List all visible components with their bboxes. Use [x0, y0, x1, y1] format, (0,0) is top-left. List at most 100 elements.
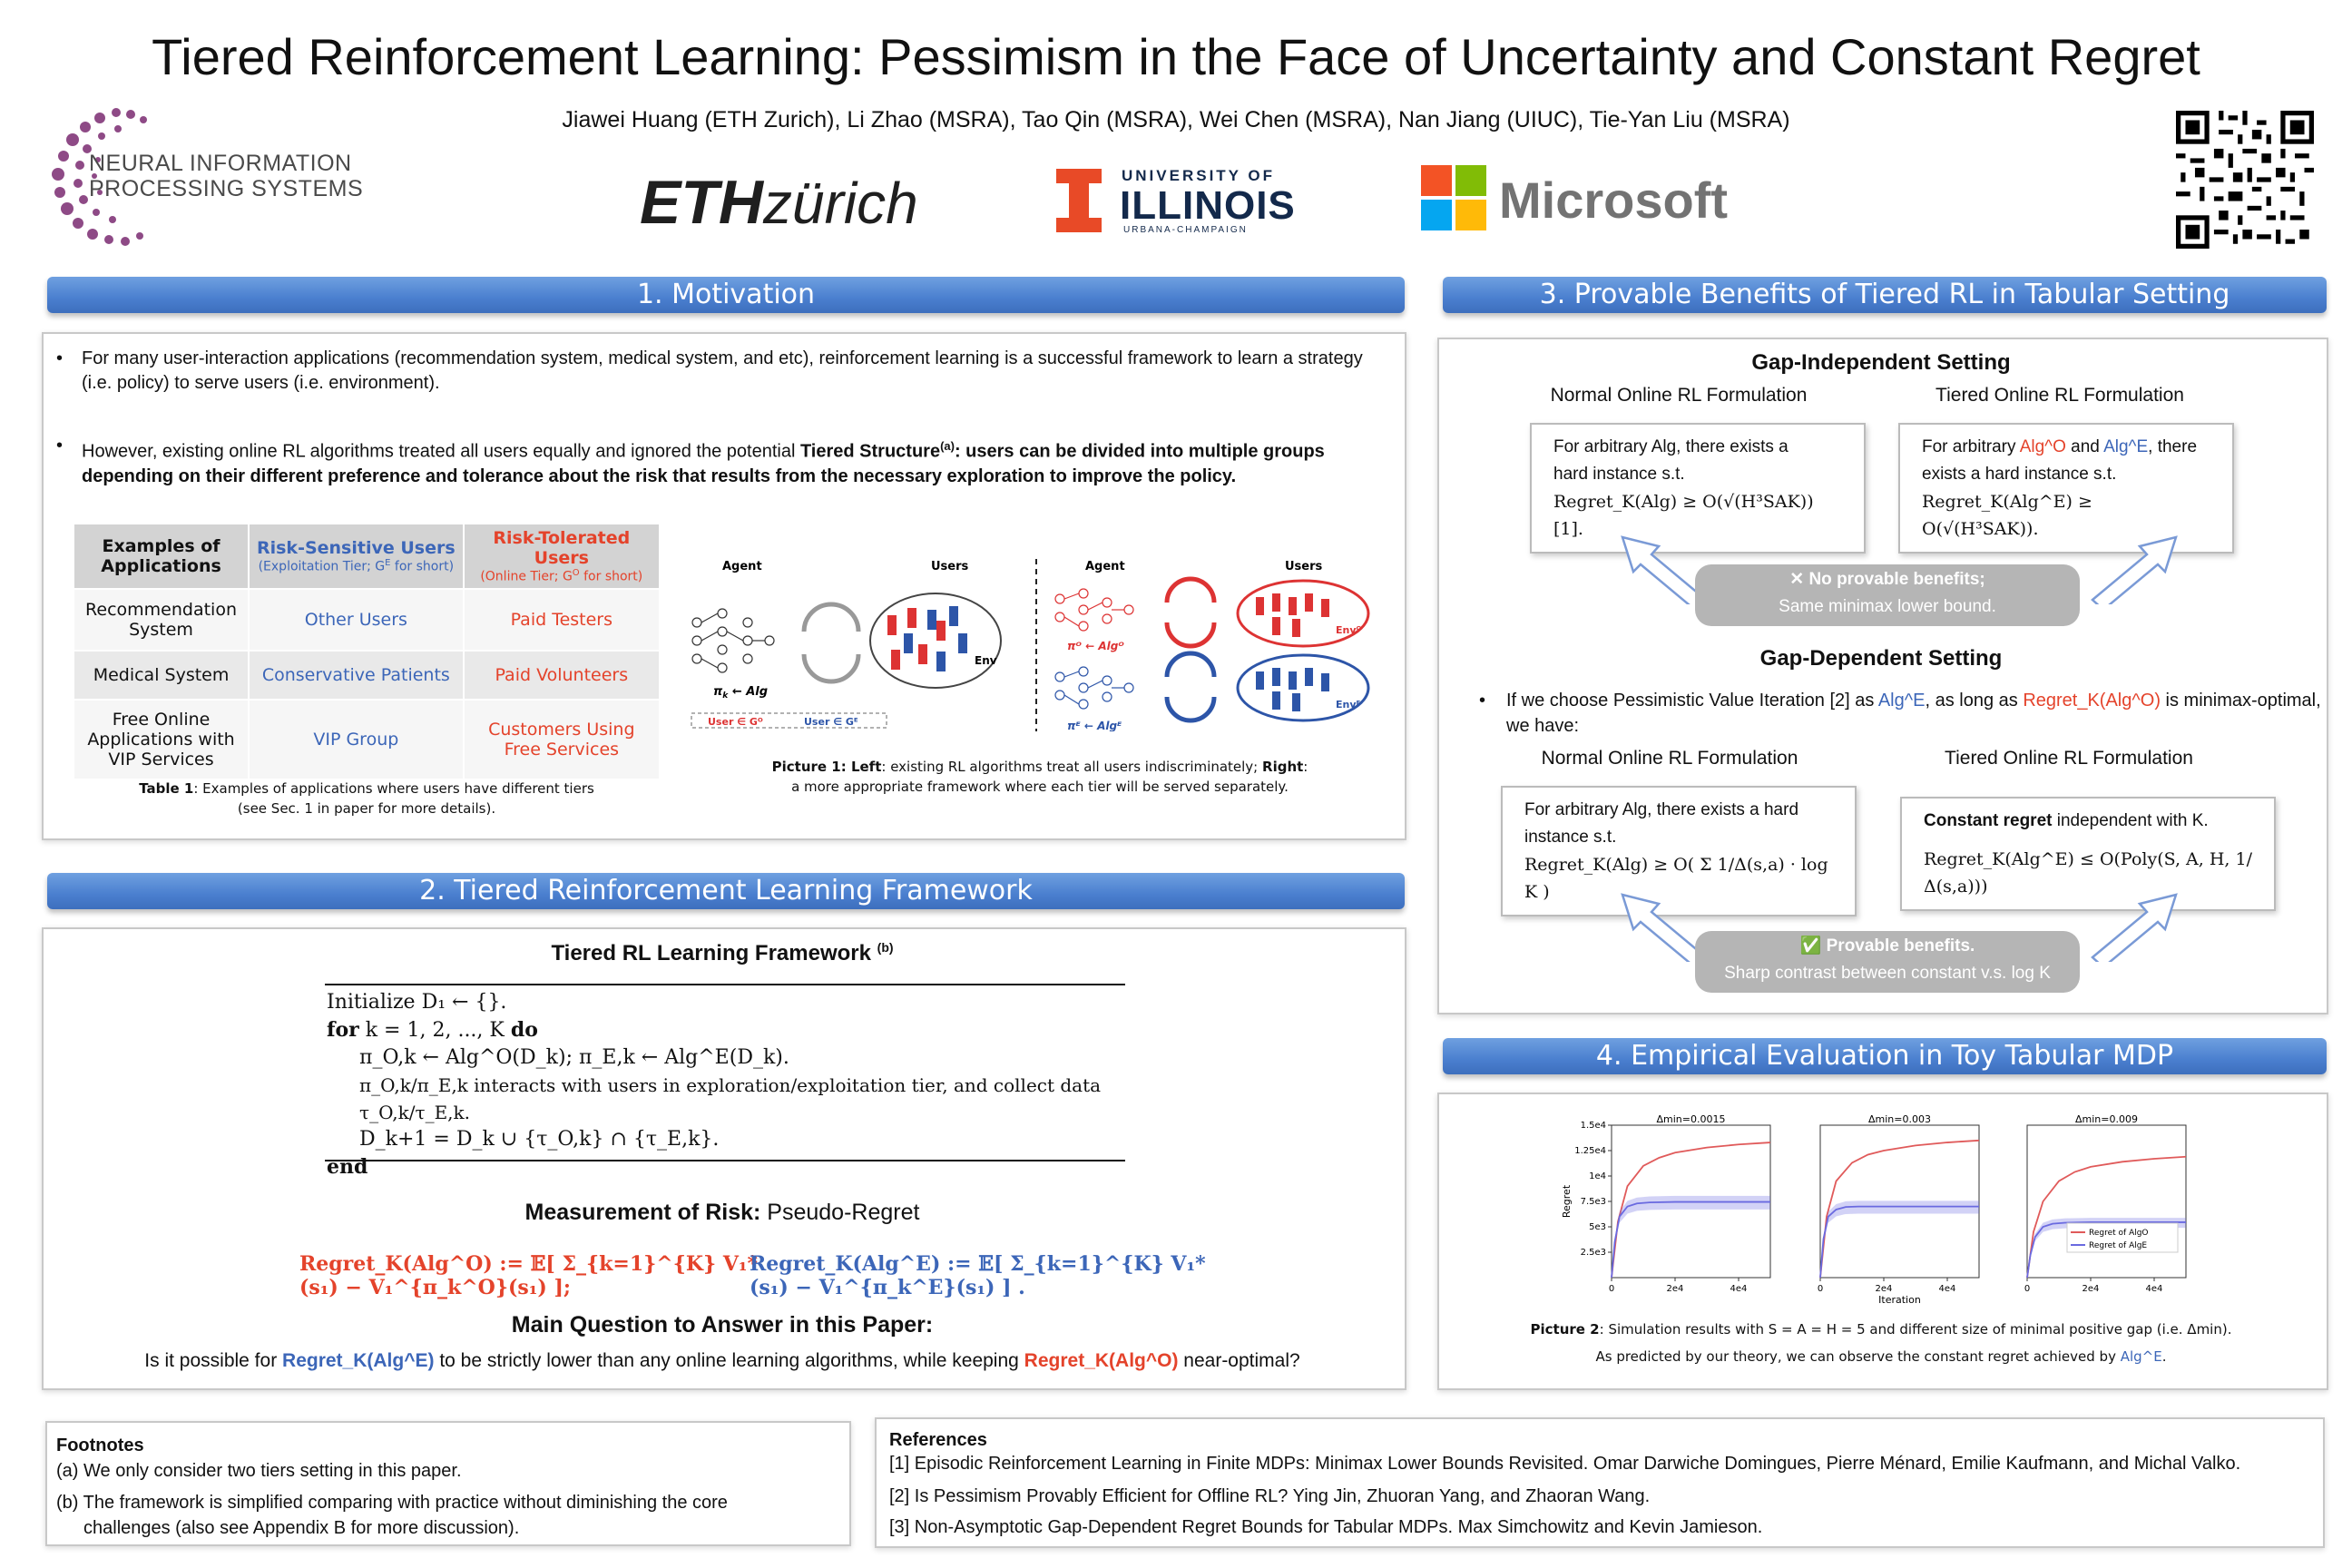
regret-simulation-charts: Δmin=0.0015 0 2e4 4e4 2.5e3 5e3 7.5e3 1e4 1.25e4… — [1561, 1113, 2187, 1306]
references-title: References — [889, 1430, 987, 1450]
reference-1: [1] Episodic Reinforcement Learning in F… — [889, 1454, 2241, 1474]
series-line — [1819, 1139, 1980, 1279]
references-box — [875, 1417, 2325, 1548]
neurips-dots-icon — [52, 108, 147, 246]
section-3-header: 3. Provable Benefits of Tiered RL in Tab… — [1443, 277, 2327, 313]
neurips-text-2: PROCESSING SYSTEMS — [89, 176, 364, 201]
bullet-dot: • — [56, 436, 64, 456]
microsoft-logo: Microsoft — [1421, 165, 1730, 238]
picture-1-figure: Agent Users πk ← Alg Env User ∈ Gᴼ User … — [686, 550, 1376, 732]
section-1-header: 1. Motivation — [47, 277, 1405, 313]
reference-3: [3] Non-Asymptotic Gap-Dependent Regret … — [889, 1517, 1763, 1537]
applications-table-wrap: Examples of Applications Risk-Sensitive … — [72, 523, 662, 780]
risk-measurement-title: Measurement of Risk: Pseudo-Regret — [524, 1200, 920, 1225]
chart-title: Δmin=0.009 — [2075, 1113, 2138, 1125]
chart-frame — [2026, 1124, 2187, 1279]
series-line — [2026, 1221, 2186, 1279]
x-tick-label: 4e4 — [1939, 1284, 1956, 1294]
no-benefit-banner: ✕ No provable benefits; Same minimax low… — [1695, 564, 2080, 626]
qr-code[interactable] — [2176, 111, 2314, 249]
tiered-formulation-label-2: Tiered Online RL Formulation — [1945, 748, 2193, 769]
section-2-box — [42, 927, 1406, 1390]
footnotes-box — [45, 1421, 851, 1546]
y-tick-label: 7.5e3 — [1581, 1197, 1606, 1207]
eth-logo: ETHzürich — [640, 167, 918, 240]
regret-e-formula: Regret_K(Alg^E) := 𝔼[ Σ_{k=1}^{K} V₁*(s₁… — [750, 1252, 1206, 1299]
reference-2: [2] Is Pessimism Provably Efficient for … — [889, 1486, 1651, 1506]
table-header-risk-sensitive: Risk-Sensitive Users (Exploitation Tier;… — [248, 523, 465, 590]
x-tick-label: 0 — [1818, 1284, 1823, 1294]
svg-text:User ∈ Gᴱ: User ∈ Gᴱ — [804, 716, 858, 728]
chart-title: Δmin=0.003 — [1868, 1113, 1931, 1125]
normal-formulation-label-2: Normal Online RL Formulation — [1541, 748, 1798, 769]
gap-dependent-title: Gap-Dependent Setting — [1759, 646, 2003, 671]
motivation-bullet-2: • However, existing online RL algorithms… — [56, 436, 1325, 486]
legend-label: Regret of AlgO — [2089, 1229, 2149, 1238]
algo-line-1: Initialize D₁ ← {}. — [327, 991, 507, 1014]
series-line — [1819, 1205, 1979, 1279]
svg-text:πk ← Alg: πk ← Alg — [713, 685, 768, 701]
arrow-right-1-icon — [2091, 535, 2178, 604]
eth-logo-italic: zürich — [763, 171, 918, 236]
x-tick-label: 0 — [1609, 1284, 1614, 1294]
series-line — [1611, 1142, 1771, 1279]
microsoft-text: Microsoft — [1499, 172, 1728, 229]
x-tick-label: 2e4 — [2082, 1284, 2100, 1294]
y-tick-label: 1.5e4 — [1581, 1121, 1606, 1131]
table-header-applications: Examples of Applications — [72, 523, 250, 590]
table-row: Recommendation System Other Users Paid T… — [72, 587, 662, 652]
chart-title: Δmin=0.0015 — [1657, 1113, 1726, 1125]
normal-lower-bound-box: For arbitrary Alg, there exists a hard i… — [1530, 423, 1866, 554]
tiered-constant-regret-box: Constant regret independent with K. Regr… — [1900, 797, 2276, 911]
x-axis-label: Iteration — [1878, 1294, 1921, 1306]
illinois-top: UNIVERSITY OF — [1122, 167, 1276, 184]
tiered-framework-diagram: Agent Users πk ← Alg Env User ∈ Gᴼ User … — [691, 559, 1370, 732]
table-header-risk-tolerated: Risk-Tolerated Users (Online Tier; GO fo… — [462, 523, 662, 590]
algorithm-top-rule — [325, 984, 1125, 985]
algorithm-bottom-rule — [325, 1160, 1125, 1161]
author-list: Jiawei Huang (ETH Zurich), Li Zhao (MSRA… — [562, 107, 1790, 132]
tiered-formulation-label-1: Tiered Online RL Formulation — [1936, 385, 2184, 406]
footnotes-title: Footnotes — [56, 1436, 144, 1455]
y-tick-label: 1.25e4 — [1574, 1146, 1606, 1156]
table-1-caption: Table 1: Examples of applications where … — [139, 780, 594, 817]
chart-frame — [1819, 1124, 1980, 1279]
arrow-left-1-icon — [1621, 535, 1708, 604]
algorithm-block: Initialize D₁ ← {}. for k = 1, 2, ..., K… — [327, 989, 1125, 1181]
neurips-logo: NEURAL INFORMATION PROCESSING SYSTEMS — [36, 100, 381, 254]
applications-table: Examples of Applications Risk-Sensitive … — [72, 523, 662, 780]
regret-o-formula: Regret_K(Alg^O) := 𝔼[ Σ_{k=1}^{K} V₁*(s₁… — [299, 1252, 759, 1299]
x-tick-label: 4e4 — [1730, 1284, 1748, 1294]
footnote-b: (b) The framework is simplified comparin… — [56, 1493, 728, 1538]
illinois-logo: UNIVERSITY OF ILLINOIS URBANA-CHAMPAIGN — [1054, 165, 1318, 238]
series-band — [1820, 1200, 1979, 1278]
motivation-bullet-1: • For many user-interaction applications… — [56, 348, 1363, 393]
series-line — [1611, 1200, 1770, 1279]
provable-benefit-banner: ✅ Provable benefits. Sharp contrast betw… — [1695, 931, 2080, 993]
footnote-a: (a) We only consider two tiers setting i… — [56, 1461, 462, 1481]
microsoft-squares-icon — [1421, 165, 1486, 230]
section-4-header: 4. Empirical Evaluation in Toy Tabular M… — [1443, 1038, 2327, 1074]
svg-text:Env: Env — [975, 654, 997, 667]
illinois-i-icon — [1056, 169, 1102, 232]
series-line — [2026, 1155, 2187, 1279]
series-band — [1612, 1195, 1770, 1278]
y-tick-label: 5e3 — [1589, 1222, 1606, 1232]
x-tick-label: 2e4 — [1876, 1284, 1893, 1294]
illinois-main: ILLINOIS — [1120, 183, 1296, 228]
legend-box — [2066, 1222, 2179, 1253]
y-tick-label: 1e4 — [1589, 1171, 1606, 1181]
algo-line-5: D_k+1 = D_k ∪ {τ_O,k} ∩ {τ_E,k}. — [359, 1128, 720, 1151]
algo-line-4: π_O,k/π_E,k interacts with users in expl… — [359, 1074, 1102, 1123]
eth-logo-bold: ETH — [640, 168, 763, 237]
svg-text:πᴱ ← Algᴱ: πᴱ ← Algᴱ — [1067, 720, 1122, 731]
y-axis-label: Regret — [1561, 1184, 1573, 1218]
legend-label: Regret of AlgE — [2089, 1241, 2147, 1250]
main-question-text: Is it possible for Regret_K(Alg^E) to be… — [144, 1350, 1300, 1371]
table-row: Free Online Applications with VIP Servic… — [72, 698, 662, 780]
bullet-dot: • — [1479, 691, 1486, 710]
picture-2-caption: Picture 2: Simulation results with S = A… — [1530, 1321, 2232, 1365]
algo-line-3: π_O,k ← Alg^O(D_k); π_E,k ← Alg^E(D_k). — [359, 1046, 789, 1069]
y-tick-label: 2.5e3 — [1581, 1248, 1606, 1258]
normal-log-regret-box: For arbitrary Alg, there exists a hard i… — [1501, 786, 1857, 916]
